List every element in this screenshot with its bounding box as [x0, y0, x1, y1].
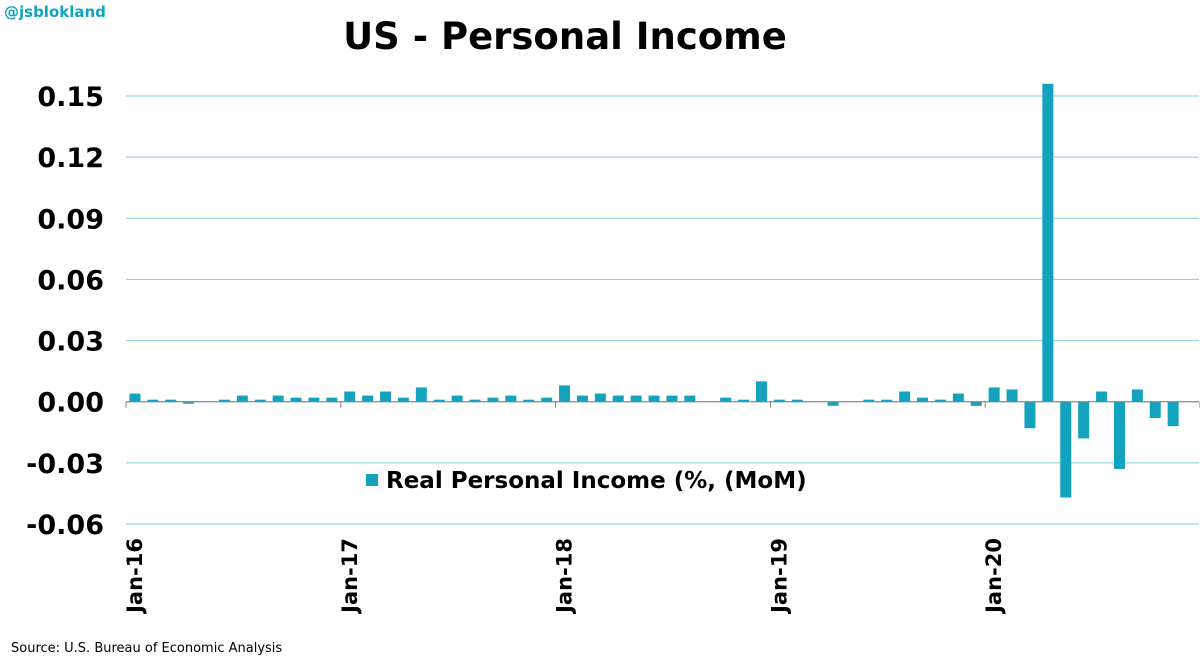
bar — [397, 397, 409, 402]
source-note: Source: U.S. Bureau of Economic Analysis — [11, 641, 282, 656]
bar — [541, 397, 553, 402]
x-tick-label: Jan-17 — [338, 538, 362, 615]
bar — [1149, 401, 1161, 419]
bar — [934, 399, 946, 402]
y-tick-label: 0.09 — [37, 204, 104, 235]
bar — [147, 399, 159, 402]
bar — [1167, 401, 1179, 427]
chart-title: US - Personal Income — [343, 15, 787, 58]
bar — [1060, 401, 1072, 498]
brand-handle: @jsblokland — [4, 3, 106, 21]
bar — [970, 401, 982, 406]
bar — [451, 395, 463, 402]
y-tick-label: 0.15 — [37, 82, 104, 113]
bar — [1006, 389, 1018, 402]
bar — [594, 393, 606, 402]
bar — [290, 397, 302, 402]
bar — [952, 393, 964, 402]
bar — [254, 399, 266, 402]
bar — [917, 397, 929, 402]
bar — [720, 397, 732, 402]
bar — [183, 401, 195, 404]
legend: Real Personal Income (%, (MoM) — [366, 468, 807, 494]
bar — [344, 391, 356, 402]
bar — [738, 399, 750, 402]
y-tick-label: 0.03 — [37, 327, 104, 358]
bar — [684, 395, 696, 402]
bar — [899, 391, 911, 402]
bar — [218, 399, 230, 402]
y-tick-label: 0.06 — [37, 265, 104, 296]
bar — [1131, 389, 1143, 402]
bar — [129, 393, 141, 402]
x-tick-label: Jan-20 — [982, 538, 1006, 615]
bar — [612, 395, 624, 402]
bar — [576, 395, 588, 402]
bar — [272, 395, 284, 402]
bar — [236, 395, 248, 402]
y-axis: 0.15 0.12 0.09 0.06 0.03 0.00 -0.03 -0.06 — [26, 82, 104, 541]
bar — [165, 399, 177, 402]
bar — [773, 399, 785, 402]
x-tick-label: Jan-18 — [553, 538, 577, 615]
x-axis: Jan-16 Jan-17 Jan-18 Jan-19 Jan-20 — [123, 401, 1200, 615]
bar — [326, 397, 338, 402]
bar — [863, 399, 875, 402]
bar — [433, 399, 445, 402]
bar — [415, 387, 427, 402]
bar — [648, 395, 660, 402]
legend-label: Real Personal Income (%, (MoM) — [386, 468, 807, 494]
bar — [1113, 401, 1125, 469]
legend-swatch — [366, 474, 378, 486]
bar-series — [129, 83, 1179, 498]
bar — [1024, 401, 1036, 429]
y-tick-label: -0.06 — [26, 510, 104, 541]
bar — [308, 397, 320, 402]
bar — [1078, 401, 1090, 439]
bar — [630, 395, 642, 402]
bar — [380, 391, 392, 402]
bar — [881, 399, 893, 402]
bar — [666, 395, 678, 402]
x-tick-label: Jan-19 — [767, 538, 791, 615]
bar — [988, 387, 1000, 402]
x-tick-label: Jan-16 — [123, 538, 147, 615]
y-tick-label: 0.12 — [37, 143, 104, 174]
bar — [1096, 391, 1108, 402]
y-tick-label: -0.03 — [26, 449, 104, 480]
bar — [559, 385, 571, 402]
y-tick-label: 0.00 — [37, 388, 104, 419]
bar — [1042, 83, 1054, 402]
grid — [126, 95, 1199, 525]
bar — [523, 399, 535, 402]
bar — [469, 399, 481, 402]
bar — [827, 401, 839, 406]
bar — [791, 399, 803, 402]
bar — [362, 395, 374, 402]
bar — [487, 397, 499, 402]
bar — [505, 395, 517, 402]
bar — [755, 381, 767, 402]
